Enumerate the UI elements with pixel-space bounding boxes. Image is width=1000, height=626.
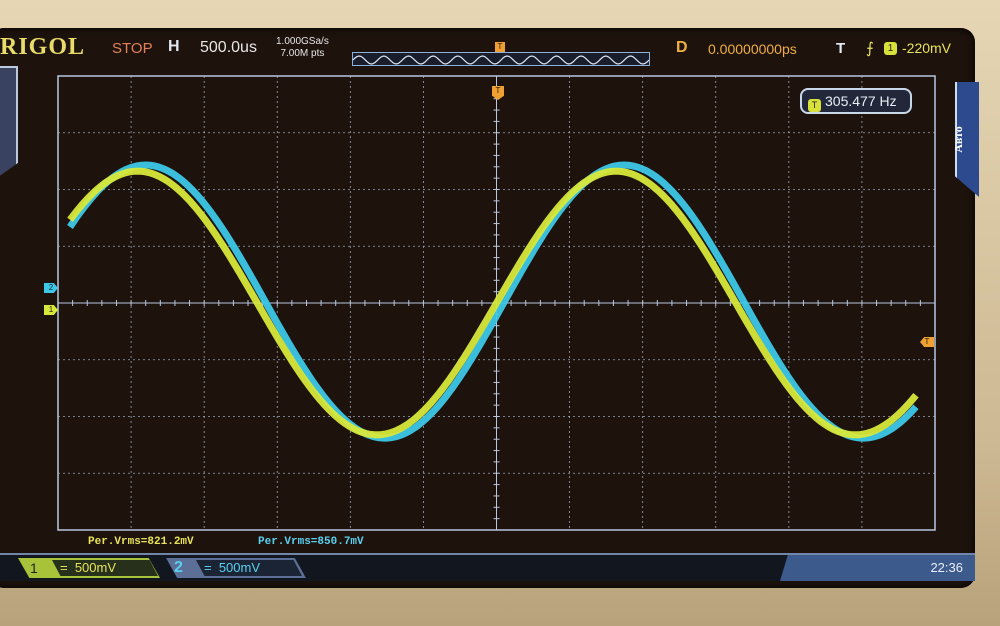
acquisition-info: 1.000GSa/s 7.00M pts (276, 36, 329, 60)
trigger-time-marker[interactable]: T (492, 86, 504, 100)
ch1-scale-button[interactable]: 1 = 500mV (18, 558, 160, 578)
trigger-source-badge: 1 (884, 42, 897, 55)
waveform-ch2 (67, 161, 919, 442)
frequency-value: 305.477 Hz (825, 93, 897, 109)
trigger-source-badge: T (808, 99, 821, 112)
ch2-scale-value: 500mV (218, 560, 261, 575)
measurement-ch2: Per.Vrms=850.7mV (258, 536, 364, 548)
clock: 22:36 (930, 560, 963, 575)
waveform-ch1 (67, 167, 919, 439)
frequency-readout: T 305.477 Hz (800, 88, 912, 114)
status-bar: RIGOL STOP H 500.0us 1.000GSa/s 7.00M pt… (0, 30, 975, 70)
ch2-coupling: = (204, 560, 212, 575)
trigger-level[interactable]: -220mV (902, 40, 952, 56)
run-state[interactable]: STOP (112, 40, 153, 57)
ch2-offset-marker[interactable]: 2 (44, 283, 58, 293)
ch1-scale-value: 500mV (74, 560, 117, 575)
brand-logo: RIGOL (0, 34, 86, 60)
trigger-level-marker[interactable]: T (920, 337, 934, 347)
delay-value[interactable]: 0.00000000ps (708, 41, 797, 57)
ch1-number: 1 (30, 560, 38, 576)
delay-label: D (676, 39, 688, 56)
left-menu-tab[interactable] (0, 66, 18, 180)
trigger-position-marker: T (495, 42, 505, 52)
ch2-scale-button[interactable]: 2 = 500mV (166, 558, 306, 578)
ch2-scale: = 500mV (196, 560, 302, 576)
ch1-offset-marker[interactable]: 1 (44, 305, 58, 315)
memory-depth: 7.00M pts (280, 48, 325, 59)
memory-overview-wave (352, 55, 650, 65)
channel-bar: 1 = 500mV 2 = 500mV 22:36 (0, 553, 975, 581)
sample-rate: 1.000GSa/s (276, 36, 329, 47)
memory-overview-strip (352, 52, 650, 66)
ch2-number: 2 (174, 559, 183, 576)
rising-edge-icon: ⨍ (866, 40, 874, 57)
ch1-scale: = 500mV (52, 560, 158, 576)
horizontal-label: H (168, 38, 180, 55)
trigger-label: T (836, 40, 846, 57)
clock-panel: 22:36 (780, 555, 975, 581)
timebase-value[interactable]: 500.0us (200, 39, 257, 56)
measurement-ch1: Per.Vrms=821.2mV (88, 536, 194, 548)
ch1-coupling: = (60, 560, 68, 575)
oscilloscope-screen (0, 28, 975, 588)
auto-menu-tab[interactable]: Авто (955, 82, 979, 197)
